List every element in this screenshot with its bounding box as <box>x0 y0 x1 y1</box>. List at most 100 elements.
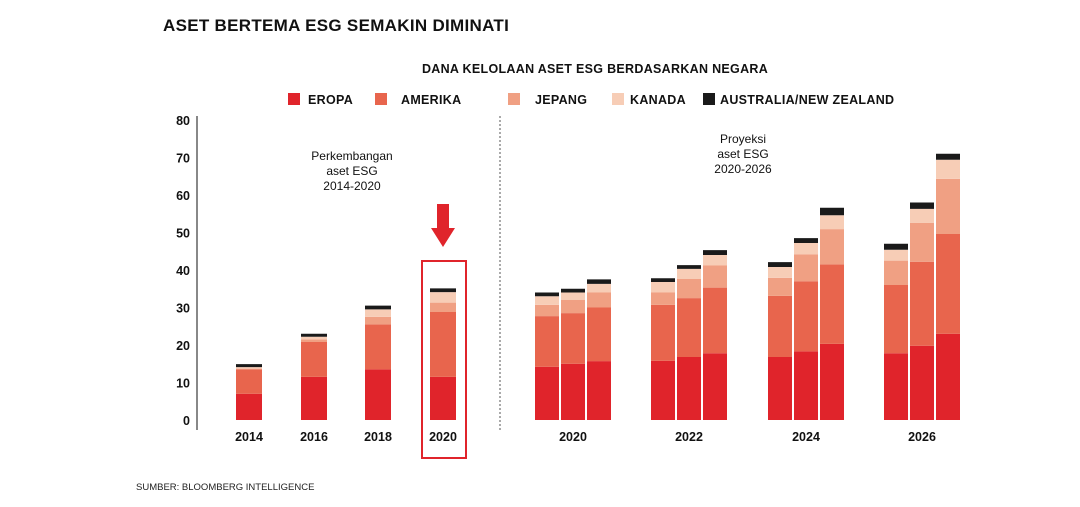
legend-label-jepang: JEPANG <box>535 93 587 107</box>
bar-segment-amerika <box>936 234 960 334</box>
bar-segment-jepang <box>430 302 456 312</box>
x-tick-label: 2020 <box>429 430 457 444</box>
bar-segment-jepang <box>236 368 262 370</box>
legend-label-amerika: AMERIKA <box>401 93 461 107</box>
bar-segment-eropa <box>703 353 727 420</box>
y-tick-label: 60 <box>176 189 190 203</box>
bar-segment-australia <box>794 238 818 243</box>
projection-annotation: Proyeksi <box>720 132 766 146</box>
bar-segment-australia <box>561 288 585 293</box>
bar-segment-eropa <box>936 333 960 420</box>
bar-segment-australia <box>768 262 792 267</box>
bar-segment-eropa <box>910 345 934 420</box>
bar-segment-kanada <box>936 159 960 179</box>
projection-annotation: 2020-2026 <box>714 162 772 176</box>
bar-segment-jepang <box>768 277 792 296</box>
bar-segment-amerika <box>884 285 908 354</box>
x-tick-label: 2016 <box>300 430 328 444</box>
bar-segment-australia <box>365 305 391 310</box>
bar-segment-australia <box>910 202 934 209</box>
bar-segment-kanada <box>910 208 934 223</box>
bar-segment-eropa <box>236 393 262 420</box>
bar-segment-amerika <box>430 312 456 377</box>
bar-segment-amerika <box>301 342 327 377</box>
bar-segment-australia <box>236 364 262 368</box>
y-tick-label: 10 <box>176 377 190 391</box>
legend-swatch-australia <box>703 93 715 105</box>
y-tick-label: 40 <box>176 264 190 278</box>
bar-segment-eropa <box>535 366 559 420</box>
bar-segment-jepang <box>936 178 960 234</box>
x-tick-label: 2014 <box>235 430 263 444</box>
y-tick-label: 0 <box>183 414 190 428</box>
x-tick-label: 2020 <box>559 430 587 444</box>
bar-segment-kanada <box>768 267 792 278</box>
bar-segment-eropa <box>794 351 818 420</box>
bar-segment-australia <box>936 153 960 160</box>
legend-label-eropa: EROPA <box>308 93 353 107</box>
bar-segment-kanada <box>535 296 559 305</box>
bar-segment-eropa <box>884 353 908 420</box>
source-note: SUMBER: BLOOMBERG INTELLIGENCE <box>136 482 315 493</box>
legend-label-australia: AUSTRALIA/NEW ZEALAND <box>720 93 894 107</box>
legend-swatch-eropa <box>288 93 300 105</box>
bar-segment-jepang <box>703 265 727 288</box>
legend-swatch-jepang <box>508 93 520 105</box>
historical-annotation: 2014-2020 <box>323 179 381 193</box>
bar-segment-jepang <box>820 229 844 265</box>
bar-segment-eropa <box>587 361 611 420</box>
bar-segment-kanada <box>884 249 908 261</box>
bar-segment-jepang <box>301 339 327 342</box>
bar-segment-jepang <box>794 254 818 282</box>
bar-segment-kanada <box>430 292 456 303</box>
bar-segment-kanada <box>820 215 844 230</box>
y-tick-label: 20 <box>176 339 190 353</box>
highlight-arrow <box>431 204 455 247</box>
y-tick-label: 30 <box>176 302 190 316</box>
bar-segment-amerika <box>910 261 934 346</box>
y-tick-label: 50 <box>176 227 190 241</box>
projection-annotation: aset ESG <box>717 147 768 161</box>
bar-segment-amerika <box>703 287 727 354</box>
bar-segment-australia <box>703 250 727 255</box>
bar-segment-australia <box>820 207 844 216</box>
legend-label-kanada: KANADA <box>630 93 686 107</box>
page-title: ASET BERTEMA ESG SEMAKIN DIMINATI <box>163 16 510 35</box>
x-tick-label: 2018 <box>364 430 392 444</box>
x-tick-label: 2026 <box>908 430 936 444</box>
legend-swatch-kanada <box>612 93 624 105</box>
bar-segment-jepang <box>535 304 559 317</box>
bar-segment-jepang <box>677 279 701 299</box>
chart-title: DANA KELOLAAN ASET ESG BERDASARKAN NEGAR… <box>421 62 769 76</box>
bar-segment-jepang <box>910 222 934 262</box>
bar-segment-australia <box>677 265 701 269</box>
bar-segment-eropa <box>820 343 844 420</box>
bar-segment-amerika <box>820 264 844 344</box>
bar-segment-australia <box>587 279 611 284</box>
y-tick-label: 80 <box>176 114 190 128</box>
bar-segment-kanada <box>236 367 262 369</box>
bar-segment-jepang <box>651 292 675 305</box>
bar-segment-jepang <box>365 316 391 325</box>
bar-segment-jepang <box>884 260 908 285</box>
bar-segment-amerika <box>561 313 585 364</box>
bar-segment-kanada <box>561 292 585 300</box>
bar-segment-australia <box>301 333 327 337</box>
bar-segment-kanada <box>365 309 391 317</box>
bar-segment-eropa <box>301 376 327 420</box>
bar-segment-kanada <box>587 283 611 293</box>
bar-segment-eropa <box>561 363 585 420</box>
bar-segment-amerika <box>651 304 675 361</box>
highlight-box <box>421 260 467 459</box>
bar-segment-australia <box>535 292 559 297</box>
bar-segment-amerika <box>236 369 262 394</box>
bar-segment-eropa <box>677 357 701 420</box>
bar-segment-kanada <box>703 255 727 266</box>
bar-segment-kanada <box>651 282 675 293</box>
legend-swatch-amerika <box>375 93 387 105</box>
historical-annotation: aset ESG <box>326 164 377 178</box>
bar-segment-kanada <box>301 336 327 340</box>
x-tick-label: 2024 <box>792 430 820 444</box>
historical-annotation: Perkembangan <box>311 149 392 163</box>
